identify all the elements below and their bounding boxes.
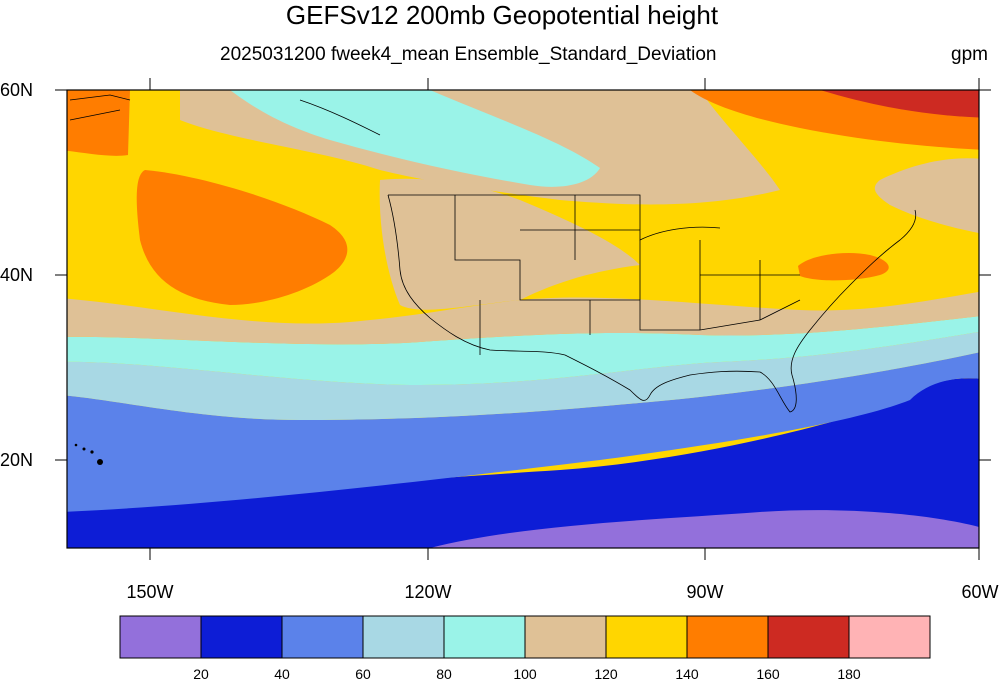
colorbar [119,615,931,659]
colorbar-swatch-5 [524,615,607,659]
contour-band-80-100 [67,316,979,385]
colorbar-label-180: 180 [837,666,861,682]
contour-band-60-80 [67,331,979,420]
contour-field [67,90,979,548]
colorbar-label-120: 120 [594,666,618,682]
colorbar-swatch-1 [200,615,283,659]
lon-label-90w: 90W [686,582,724,602]
colorbar-label-20: 20 [193,666,209,682]
colorbar-label-40: 40 [274,666,290,682]
contour-band-160-180-ne [820,90,979,118]
colorbar-swatch-0 [119,615,202,659]
colorbar-swatch-2 [281,615,364,659]
contour-band-100-120-east [874,158,979,234]
lat-label-20n: 20N [0,450,34,470]
colorbar-label-160: 160 [756,666,780,682]
lon-label-60w: 60W [961,582,999,602]
colorbar-label-60: 60 [355,666,371,682]
colorbar-label-140: 140 [675,666,699,682]
contour-band-lt-20 [430,510,979,548]
colorbar-swatch-4 [443,615,526,659]
contour-band-100-120-south [67,291,979,345]
lon-label-120w: 120W [404,582,452,602]
map-frame [66,89,980,549]
colorbar-swatch-8 [767,615,850,659]
map-subtitle: 2025031200 fweek4_mean Ensemble_Standard… [220,44,717,65]
lon-label-150w: 150W [126,582,174,602]
lat-label-40n: 40N [0,265,34,285]
colorbar-swatch-9 [848,615,931,659]
contour-band-20-40 [67,378,979,548]
lat-label-60n: 60N [0,80,34,100]
colorbar-swatch-6 [605,615,688,659]
contour-band-80-100-north [230,90,600,187]
coastlines [69,94,917,413]
colorbar-swatch-7 [686,615,769,659]
contour-band-100-120-west [379,178,640,310]
colorbar-swatch-3 [362,615,445,659]
units-label: gpm [951,44,988,65]
contour-band-140-160-west [136,170,348,305]
map-title: GEFSv12 200mb Geopotential height [285,0,719,30]
colorbar-label-100: 100 [513,666,537,682]
contour-band-140-160-east [798,253,889,281]
axis-ticks [55,78,991,560]
contour-band-140-160-nw [67,90,130,156]
colorbar-label-80: 80 [436,666,452,682]
hawaii-islands [74,443,103,465]
contour-band-40-60 [67,352,979,512]
